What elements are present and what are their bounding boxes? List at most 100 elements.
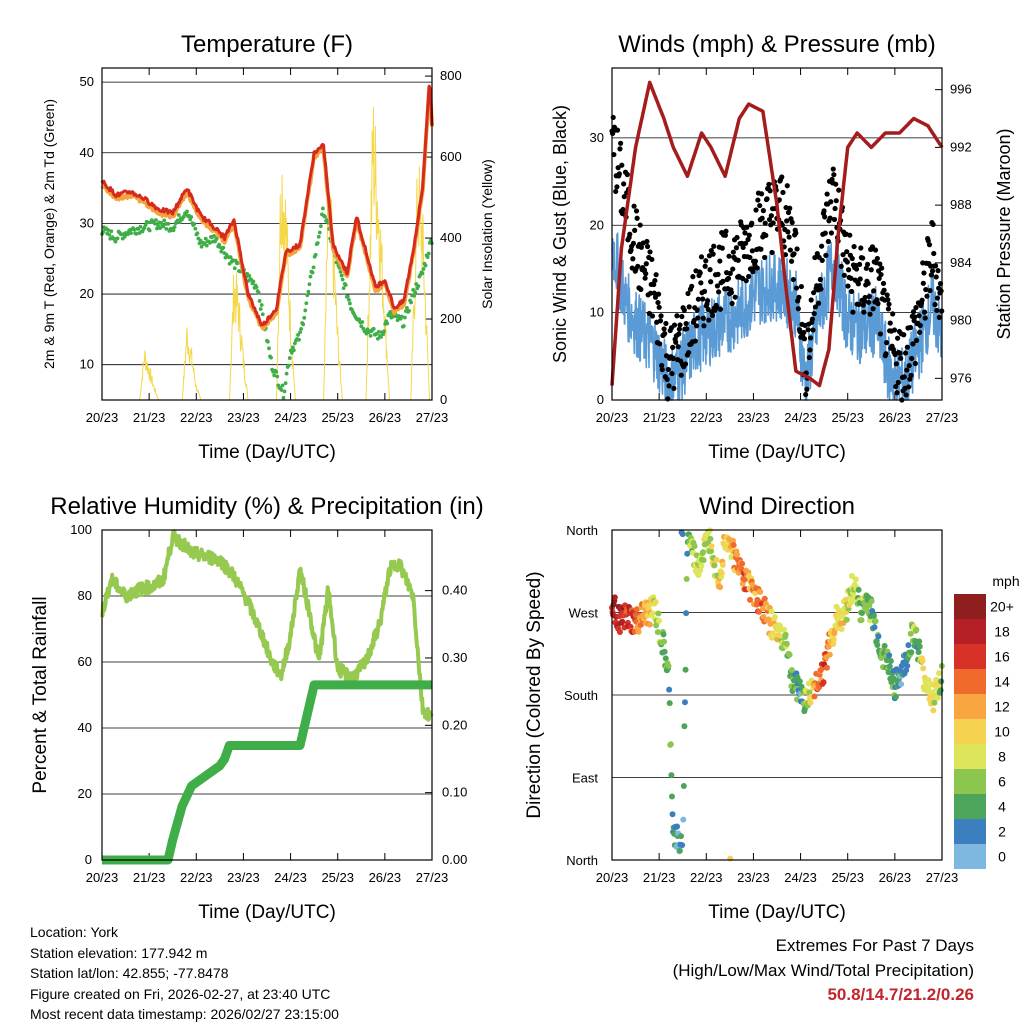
- gust-point: [870, 306, 876, 312]
- gust-point: [927, 287, 933, 294]
- dewpoint-point: [274, 369, 279, 374]
- x-tick-label: 26/23: [879, 410, 912, 425]
- dewpoint-point: [287, 356, 292, 360]
- extremes-title: Extremes For Past 7 Days: [775, 936, 974, 955]
- y2-tick-label: 0.00: [442, 852, 467, 867]
- x-tick-label: 27/23: [416, 870, 449, 885]
- gust-point: [849, 288, 855, 295]
- gust-point: [866, 299, 872, 305]
- gust-point: [730, 249, 736, 255]
- gust-point: [821, 208, 827, 214]
- gust-point: [780, 189, 786, 196]
- panel-3-frame: [611, 529, 943, 861]
- direction-point: [830, 636, 837, 643]
- recent-data-text: Most recent data timestamp: 2026/02/27 2…: [30, 1006, 339, 1022]
- gust-point: [620, 206, 626, 213]
- colorbar-label: 18: [994, 624, 1010, 640]
- pressure-line: [610, 80, 944, 388]
- dewpoint-point: [275, 374, 280, 379]
- gust-point: [822, 214, 828, 220]
- gust-point: [643, 261, 649, 267]
- gust-point: [818, 286, 824, 292]
- gust-point: [697, 270, 703, 276]
- dewpoint-point: [305, 293, 310, 298]
- dewpoint-point: [221, 245, 226, 250]
- panel-2-frame: [101, 529, 433, 861]
- gust-point: [701, 323, 707, 329]
- dewpoint-point: [421, 267, 426, 271]
- x-tick-label: 21/23: [133, 410, 166, 425]
- colorbar-swatch: [954, 619, 986, 644]
- y-axis-label: Percent & Total Rainfall: [30, 596, 51, 793]
- gust-point: [827, 215, 833, 221]
- gust-point: [921, 270, 927, 276]
- gust-point: [661, 326, 667, 332]
- gust-point: [796, 294, 802, 300]
- dewpoint-point: [307, 282, 312, 287]
- gust-point: [809, 316, 816, 322]
- dewpoint-point: [388, 310, 393, 314]
- dewpoint-point: [171, 228, 176, 233]
- gust-point: [707, 267, 713, 273]
- dewpoint-point: [284, 371, 289, 376]
- latlon-text: Station lat/lon: 42.855; -77.8478: [30, 965, 229, 981]
- gust-point: [894, 390, 900, 396]
- gust-point: [860, 255, 866, 261]
- gust-point: [798, 283, 804, 290]
- x-tick-label: 21/23: [133, 870, 166, 885]
- gust-point: [615, 165, 621, 171]
- gust-point: [871, 288, 877, 294]
- gust-point: [793, 230, 799, 236]
- colorbar-label: 20+: [990, 599, 1014, 615]
- direction-point: [676, 847, 683, 854]
- gust-point: [872, 247, 879, 253]
- gust-point: [630, 240, 637, 246]
- gust-point: [685, 290, 691, 297]
- direction-point: [886, 652, 893, 659]
- dewpoint-point: [289, 350, 294, 355]
- direction-point: [916, 638, 923, 645]
- gust-point: [670, 355, 676, 362]
- solar-insolation-line: [102, 107, 432, 401]
- gust-point: [787, 247, 793, 253]
- panel-3-xlabel: Time (Day/UTC): [708, 902, 846, 923]
- gust-point: [805, 327, 811, 333]
- gust-point: [895, 379, 901, 386]
- direction-point: [823, 664, 830, 671]
- gust-point: [785, 229, 791, 235]
- dewpoint-point: [301, 322, 306, 327]
- dewpoint-point: [401, 324, 406, 328]
- dewpoint-point: [347, 301, 352, 306]
- direction-point: [697, 567, 704, 574]
- dewpoint-point: [145, 220, 150, 225]
- gust-point: [920, 280, 926, 286]
- extremes-subtitle: (High/Low/Max Wind/Total Precipitation): [672, 960, 974, 980]
- direction-point: [660, 631, 667, 638]
- dewpoint-point: [299, 326, 304, 331]
- direction-point: [611, 594, 618, 601]
- gust-point: [876, 275, 882, 282]
- x-tick-label: 25/23: [831, 870, 864, 885]
- x-tick-label: 26/23: [369, 870, 402, 885]
- gust-point: [703, 258, 709, 264]
- gust-point: [762, 254, 768, 261]
- y2-tick-label: 0: [440, 392, 447, 407]
- y-tick-label: 0: [597, 392, 604, 407]
- x-tick-label: 20/23: [86, 870, 119, 885]
- gust-point: [715, 271, 721, 277]
- colorbar-label: 12: [994, 699, 1010, 715]
- direction-point: [780, 626, 787, 633]
- x-tick-label: 24/23: [274, 870, 307, 885]
- direction-point: [700, 557, 707, 564]
- gust-point: [746, 232, 752, 238]
- gust-point: [719, 245, 725, 251]
- y2-tick-label: 0.40: [442, 583, 467, 598]
- gust-point: [785, 209, 792, 216]
- direction-point: [665, 663, 672, 670]
- dewpoint-point: [290, 345, 295, 350]
- gust-point: [743, 240, 749, 246]
- direction-point: [674, 823, 681, 830]
- dewpoint-point: [138, 224, 143, 229]
- gust-point: [709, 312, 716, 318]
- direction-point: [858, 617, 865, 624]
